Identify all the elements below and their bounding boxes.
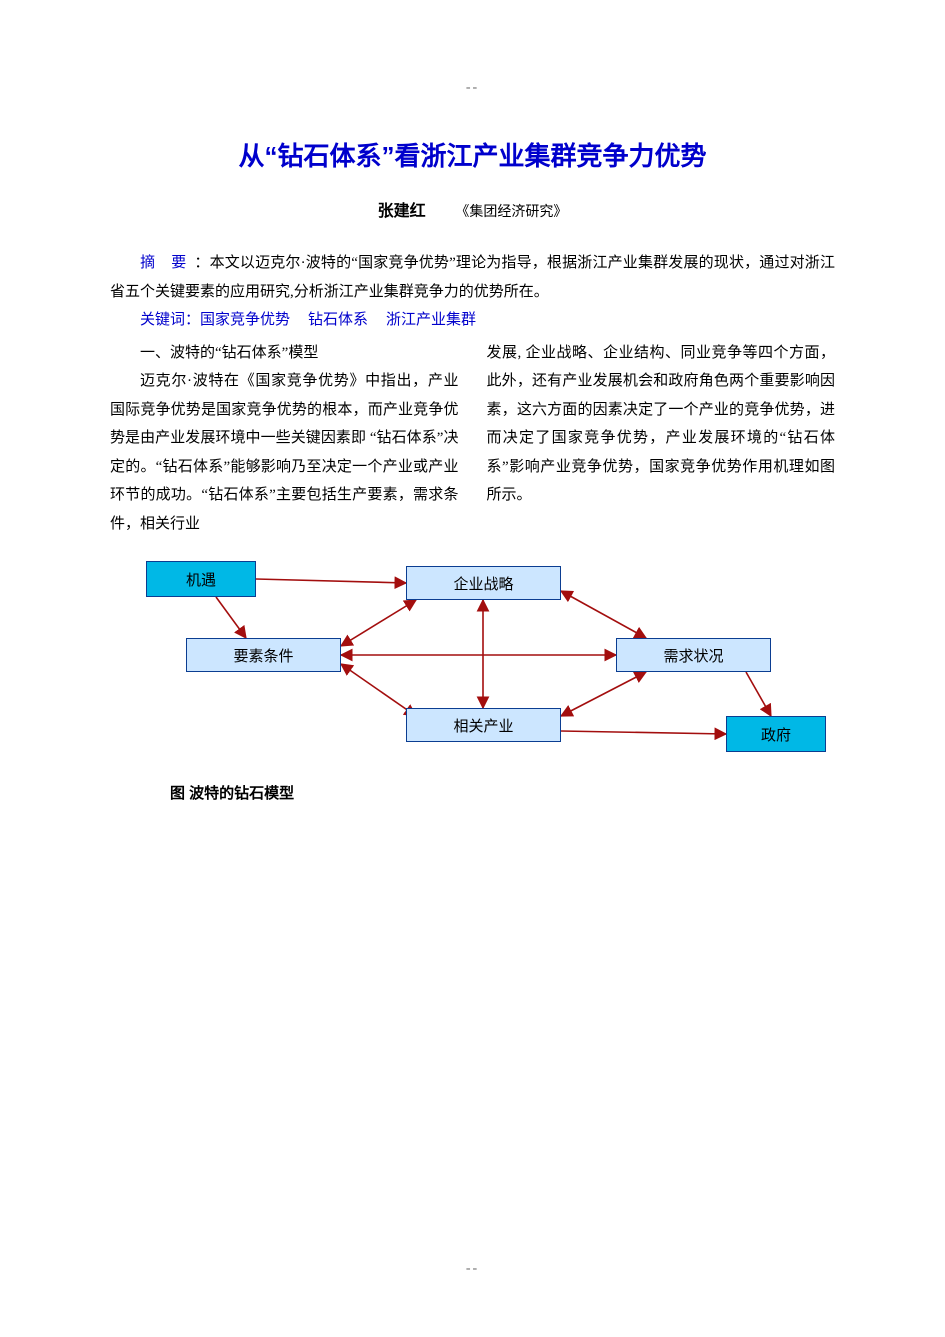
diagram-node-opportunity: 机遇 — [146, 561, 256, 597]
diagram-edge — [216, 597, 246, 638]
column-right: 发展, 企业战略、企业结构、同业竞争等四个方面，此外，还有产业发展机会和政府角色… — [487, 339, 836, 539]
diagram-node-demand: 需求状况 — [616, 638, 771, 672]
diagram-edge — [561, 591, 646, 638]
author-name: 张建红 — [378, 203, 426, 220]
diagram-caption: 图 波特的钻石模型 — [170, 782, 835, 803]
section-heading-1: 一、波特的“钻石体系”模型 — [110, 339, 459, 368]
diagram-node-strategy: 企业战略 — [406, 566, 561, 600]
diagram-node-government: 政府 — [726, 716, 826, 752]
abstract-text: 本文以迈克尔·波特的“国家竞争优势”理论为指导，根据浙江产业集群发展的现状，通过… — [110, 255, 835, 300]
diagram-container: 机遇 企业战略要素条件 需求状况相关产业 政府 图 波特的钻石模型 — [110, 556, 835, 803]
keyword-1: 国家竞争优势 — [200, 312, 290, 328]
diagram-edge — [561, 672, 646, 716]
article-title: 从“钻石体系”看浙江产业集群竞争力优势 — [110, 136, 835, 173]
body-paragraph-left: 迈克尔·波特在《国家竞争优势》中指出，产业国际竞争优势是国家竞争优势的根本，而产… — [110, 367, 459, 538]
column-left: 一、波特的“钻石体系”模型 迈克尔·波特在《国家竞争优势》中指出，产业国际竞争优… — [110, 339, 459, 539]
diagram-edge — [341, 664, 416, 716]
diagram-node-related: 相关产业 — [406, 708, 561, 742]
two-column-body: 一、波特的“钻石体系”模型 迈克尔·波特在《国家竞争优势》中指出，产业国际竞争优… — [110, 339, 835, 539]
diamond-model-diagram: 机遇 企业战略要素条件 需求状况相关产业 政府 — [106, 556, 836, 776]
abstract-colon: ： — [194, 255, 209, 271]
diagram-node-factor: 要素条件 — [186, 638, 341, 672]
body-paragraph-right: 发展, 企业战略、企业结构、同业竞争等四个方面，此外，还有产业发展机会和政府角色… — [487, 339, 836, 510]
document-page: -- 从“钻石体系”看浙江产业集群竞争力优势 张建红 《集团经济研究》 摘 要：… — [0, 0, 945, 1337]
journal-name: 《集团经济研究》 — [455, 205, 567, 220]
byline: 张建红 《集团经济研究》 — [110, 197, 835, 221]
keywords-label: 关键词： — [140, 312, 200, 328]
abstract-label: 摘 要 — [140, 255, 192, 271]
diagram-edge — [561, 731, 726, 734]
keyword-2: 钻石体系 — [308, 312, 368, 328]
diagram-edge — [341, 600, 416, 646]
bottom-page-marker: -- — [0, 1261, 945, 1277]
keyword-3: 浙江产业集群 — [386, 312, 476, 328]
diagram-edge — [256, 579, 406, 583]
keywords-line: 关键词：国家竞争优势 钻石体系 浙江产业集群 — [110, 306, 835, 335]
top-page-marker: -- — [110, 80, 835, 96]
diagram-edge — [746, 672, 771, 716]
abstract-paragraph: 摘 要：本文以迈克尔·波特的“国家竞争优势”理论为指导，根据浙江产业集群发展的现… — [110, 249, 835, 306]
